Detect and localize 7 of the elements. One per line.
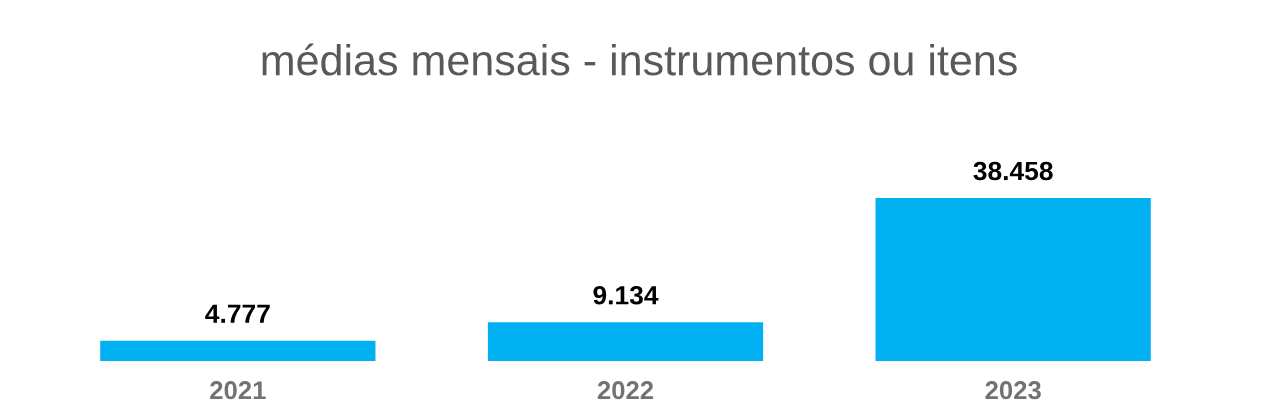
- data-label: 38.458: [973, 161, 1053, 181]
- data-label: 9.134: [593, 285, 659, 305]
- x-tick-label: 2023: [985, 381, 1041, 400]
- data-label: 4.777: [205, 304, 270, 323]
- x-tick-label: 2021: [210, 381, 266, 400]
- chart-title: médias mensais - instrumentos ou itens: [262, 43, 1017, 76]
- x-tick-label: 2022: [597, 381, 654, 400]
